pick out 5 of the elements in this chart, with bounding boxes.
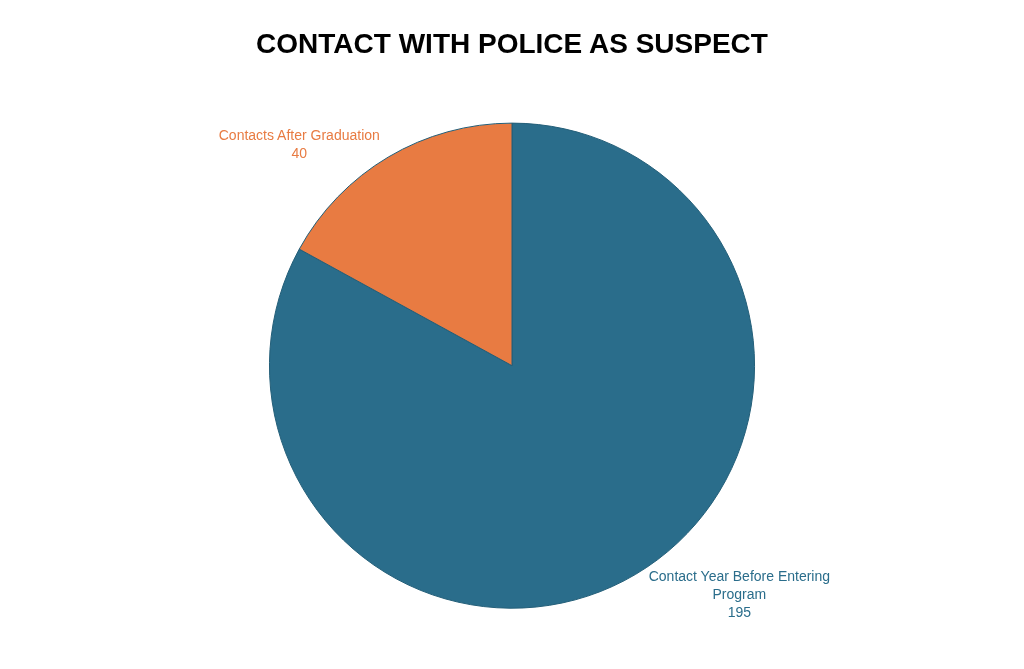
data-label: 195 (727, 603, 752, 620)
slice-label: Contacts After Graduation (218, 127, 380, 144)
chart-title: CONTACT WITH POLICE AS SUSPECT (256, 28, 768, 60)
slice-label: Contact Year Before Entering Program (648, 567, 831, 602)
data-label: 40 (291, 145, 308, 162)
